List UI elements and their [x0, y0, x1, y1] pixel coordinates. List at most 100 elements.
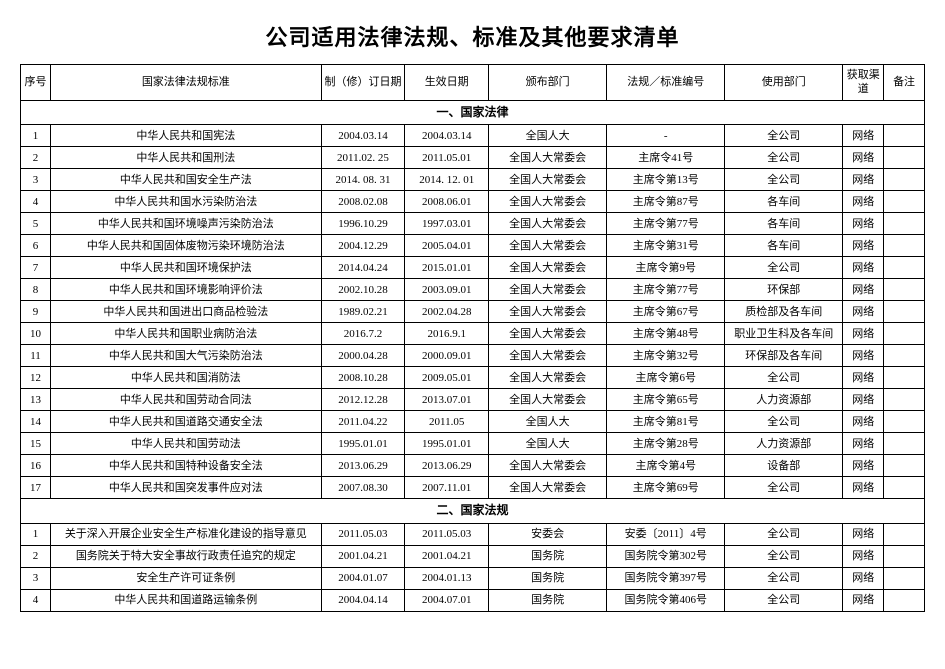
table-row: 10中华人民共和国职业病防治法2016.7.22016.9.1全国人大常委会主席… — [21, 323, 925, 345]
cell-note — [884, 323, 925, 345]
table-row: 14中华人民共和国道路交通安全法2011.04.222011.05全国人大主席令… — [21, 411, 925, 433]
cell-code: 主席令第65号 — [607, 389, 725, 411]
cell-rev: 2004.03.14 — [321, 125, 405, 147]
cell-use: 环保部及各车间 — [725, 345, 843, 367]
cell-code: 主席令第6号 — [607, 367, 725, 389]
cell-note — [884, 147, 925, 169]
cell-seq: 5 — [21, 213, 51, 235]
cell-code: 主席令第32号 — [607, 345, 725, 367]
cell-seq: 17 — [21, 477, 51, 499]
cell-issuer: 全国人大常委会 — [489, 345, 607, 367]
cell-eff: 1997.03.01 — [405, 213, 489, 235]
cell-name: 中华人民共和国环境噪声污染防治法 — [51, 213, 322, 235]
cell-seq: 15 — [21, 433, 51, 455]
cell-seq: 11 — [21, 345, 51, 367]
col-channel: 获取渠道 — [843, 65, 884, 101]
col-userdept: 使用部门 — [725, 65, 843, 101]
cell-issuer: 国务院 — [489, 545, 607, 567]
cell-chan: 网络 — [843, 455, 884, 477]
cell-eff: 2003.09.01 — [405, 279, 489, 301]
cell-eff: 2009.05.01 — [405, 367, 489, 389]
cell-rev: 1995.01.01 — [321, 433, 405, 455]
cell-issuer: 全国人大 — [489, 411, 607, 433]
cell-seq: 10 — [21, 323, 51, 345]
cell-name: 中华人民共和国固体废物污染环境防治法 — [51, 235, 322, 257]
cell-note — [884, 455, 925, 477]
table-row: 2国务院关于特大安全事故行政责任追究的规定2001.04.212001.04.2… — [21, 545, 925, 567]
cell-eff: 2000.09.01 — [405, 345, 489, 367]
cell-note — [884, 389, 925, 411]
cell-eff: 2005.04.01 — [405, 235, 489, 257]
cell-eff: 2014. 12. 01 — [405, 169, 489, 191]
cell-seq: 7 — [21, 257, 51, 279]
cell-seq: 1 — [21, 125, 51, 147]
cell-note — [884, 125, 925, 147]
cell-issuer: 全国人大常委会 — [489, 169, 607, 191]
cell-issuer: 全国人大常委会 — [489, 477, 607, 499]
col-seq: 序号 — [21, 65, 51, 101]
cell-name: 中华人民共和国大气污染防治法 — [51, 345, 322, 367]
cell-seq: 3 — [21, 169, 51, 191]
cell-code: 主席令第69号 — [607, 477, 725, 499]
cell-rev: 1989.02.21 — [321, 301, 405, 323]
cell-name: 中华人民共和国消防法 — [51, 367, 322, 389]
section-heading: 一、国家法律 — [21, 100, 925, 125]
cell-seq: 12 — [21, 367, 51, 389]
cell-chan: 网络 — [843, 301, 884, 323]
cell-chan: 网络 — [843, 567, 884, 589]
cell-use: 设备部 — [725, 455, 843, 477]
cell-rev: 2008.02.08 — [321, 191, 405, 213]
cell-seq: 14 — [21, 411, 51, 433]
table-row: 15中华人民共和国劳动法1995.01.011995.01.01全国人大主席令第… — [21, 433, 925, 455]
cell-chan: 网络 — [843, 389, 884, 411]
cell-note — [884, 191, 925, 213]
cell-use: 全公司 — [725, 567, 843, 589]
table-row: 6中华人民共和国固体废物污染环境防治法2004.12.292005.04.01全… — [21, 235, 925, 257]
cell-note — [884, 433, 925, 455]
cell-note — [884, 477, 925, 499]
cell-name: 中华人民共和国环境保护法 — [51, 257, 322, 279]
cell-chan: 网络 — [843, 433, 884, 455]
cell-chan: 网络 — [843, 545, 884, 567]
cell-use: 全公司 — [725, 125, 843, 147]
cell-note — [884, 213, 925, 235]
cell-note — [884, 523, 925, 545]
cell-issuer: 国务院 — [489, 567, 607, 589]
cell-code: 安委〔2011〕4号 — [607, 523, 725, 545]
cell-use: 全公司 — [725, 523, 843, 545]
cell-name: 中华人民共和国特种设备安全法 — [51, 455, 322, 477]
cell-rev: 2008.10.28 — [321, 367, 405, 389]
cell-use: 环保部 — [725, 279, 843, 301]
cell-chan: 网络 — [843, 257, 884, 279]
cell-code: 主席令41号 — [607, 147, 725, 169]
cell-rev: 2004.04.14 — [321, 589, 405, 611]
cell-chan: 网络 — [843, 345, 884, 367]
cell-rev: 2000.04.28 — [321, 345, 405, 367]
cell-eff: 2001.04.21 — [405, 545, 489, 567]
table-row: 1中华人民共和国宪法2004.03.142004.03.14全国人大-全公司网络 — [21, 125, 925, 147]
table-row: 4中华人民共和国水污染防治法2008.02.082008.06.01全国人大常委… — [21, 191, 925, 213]
cell-seq: 8 — [21, 279, 51, 301]
cell-eff: 2004.03.14 — [405, 125, 489, 147]
cell-use: 全公司 — [725, 589, 843, 611]
cell-name: 中华人民共和国道路交通安全法 — [51, 411, 322, 433]
cell-rev: 2011.04.22 — [321, 411, 405, 433]
cell-use: 人力资源部 — [725, 433, 843, 455]
table-row: 5中华人民共和国环境噪声污染防治法1996.10.291997.03.01全国人… — [21, 213, 925, 235]
page-title: 公司适用法律法规、标准及其他要求清单 — [20, 20, 925, 52]
cell-rev: 2011.02. 25 — [321, 147, 405, 169]
cell-eff: 2015.01.01 — [405, 257, 489, 279]
cell-rev: 2016.7.2 — [321, 323, 405, 345]
cell-rev: 2014. 08. 31 — [321, 169, 405, 191]
cell-name: 中华人民共和国安全生产法 — [51, 169, 322, 191]
cell-code: 国务院令第302号 — [607, 545, 725, 567]
cell-eff: 2011.05.03 — [405, 523, 489, 545]
table-row: 3中华人民共和国安全生产法2014. 08. 312014. 12. 01全国人… — [21, 169, 925, 191]
cell-seq: 3 — [21, 567, 51, 589]
cell-rev: 2011.05.03 — [321, 523, 405, 545]
cell-issuer: 国务院 — [489, 589, 607, 611]
cell-seq: 2 — [21, 545, 51, 567]
cell-eff: 2002.04.28 — [405, 301, 489, 323]
cell-use: 全公司 — [725, 147, 843, 169]
cell-code: 国务院令第406号 — [607, 589, 725, 611]
